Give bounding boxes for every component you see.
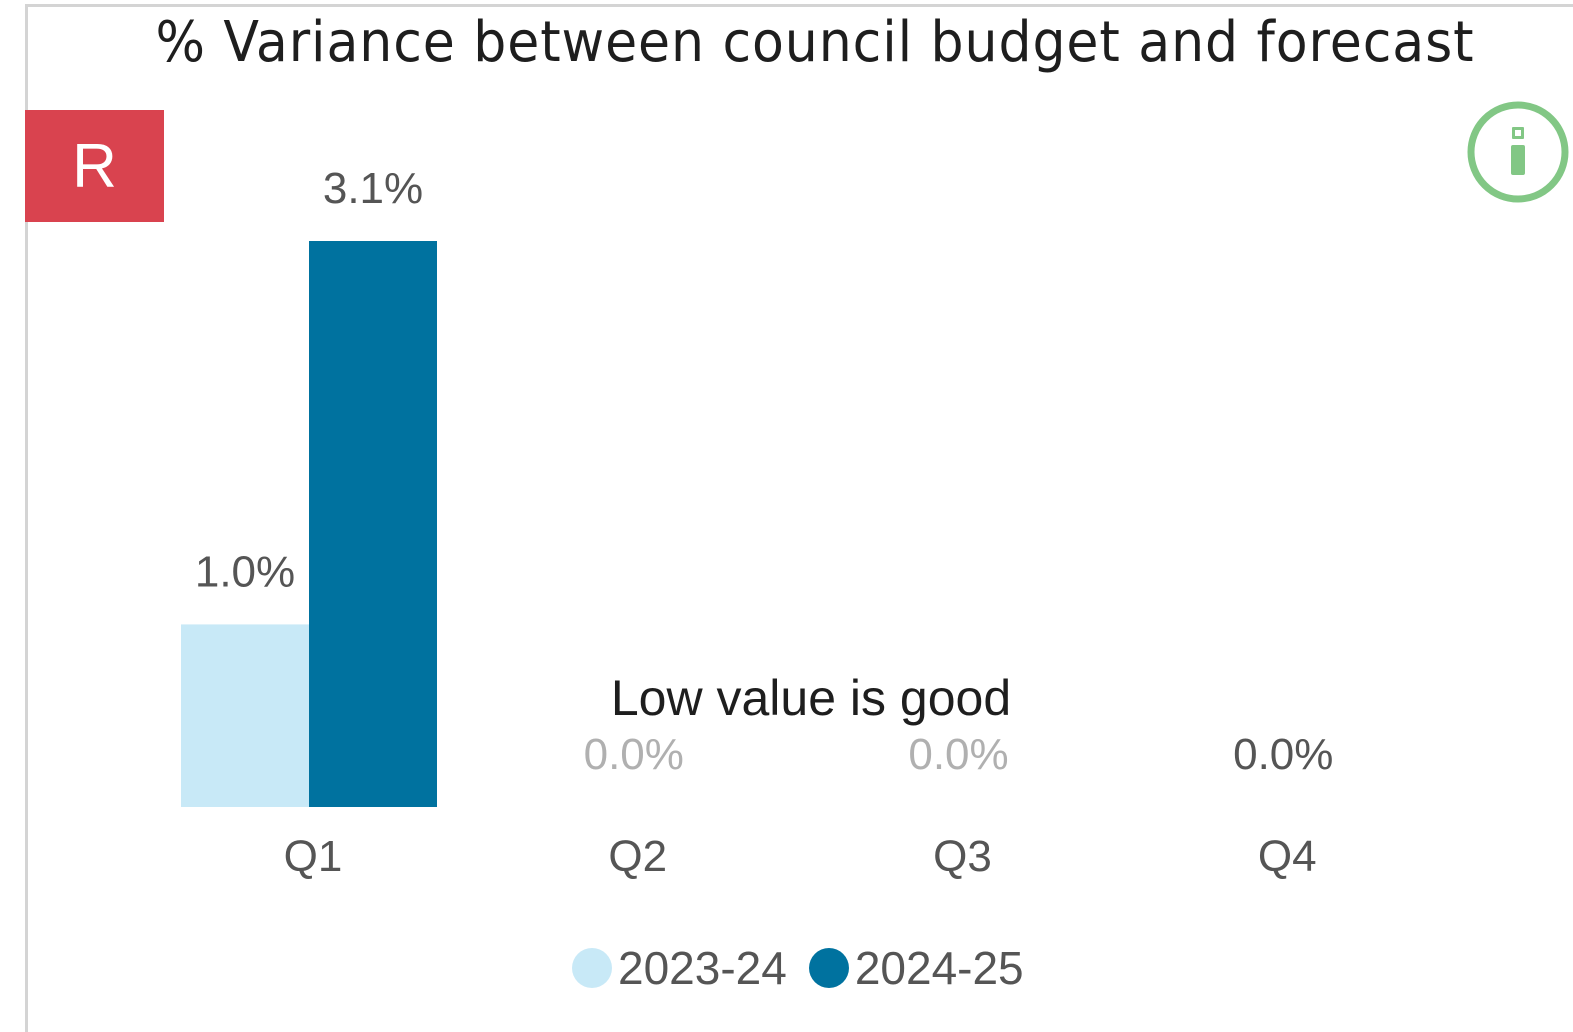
legend-swatch [572, 948, 612, 988]
legend-label: 2024-25 [854, 942, 1024, 994]
x-tick-label-Q4: Q4 [1258, 832, 1317, 881]
data-label-2024-25-Q1: 3.1% [323, 164, 423, 213]
x-tick-label-Q3: Q3 [933, 832, 992, 881]
bar-2024-25-Q1[interactable] [309, 241, 437, 807]
bar-2023-24-Q1[interactable] [181, 624, 309, 807]
data-label-2024-25-Q2: 0.0% [584, 730, 684, 779]
data-label-2024-25-Q3: 0.0% [908, 730, 1008, 779]
card-border-top [25, 4, 1573, 7]
chart-title: % Variance between council budget and fo… [155, 10, 1475, 75]
card-border-left [25, 4, 28, 1032]
info-icon[interactable] [1466, 100, 1570, 204]
legend-item-2023-24[interactable]: 2023-24 [572, 941, 787, 995]
x-tick-label-Q1: Q1 [284, 832, 343, 881]
legend-swatch [808, 948, 849, 988]
legend-item-2024-25[interactable]: 2024-25 [808, 941, 1024, 995]
legend-label: 2023-24 [618, 942, 787, 994]
data-label-2024-25-Q4: 0.0% [1233, 730, 1333, 779]
rag-status-badge: R [25, 110, 164, 222]
x-tick-label-Q2: Q2 [608, 832, 667, 881]
chart-legend: 2023-24 2024-25 [572, 938, 1046, 998]
data-label-2023-24-Q1: 1.0% [195, 547, 295, 596]
chart-annotation: Low value is good [611, 670, 1011, 726]
